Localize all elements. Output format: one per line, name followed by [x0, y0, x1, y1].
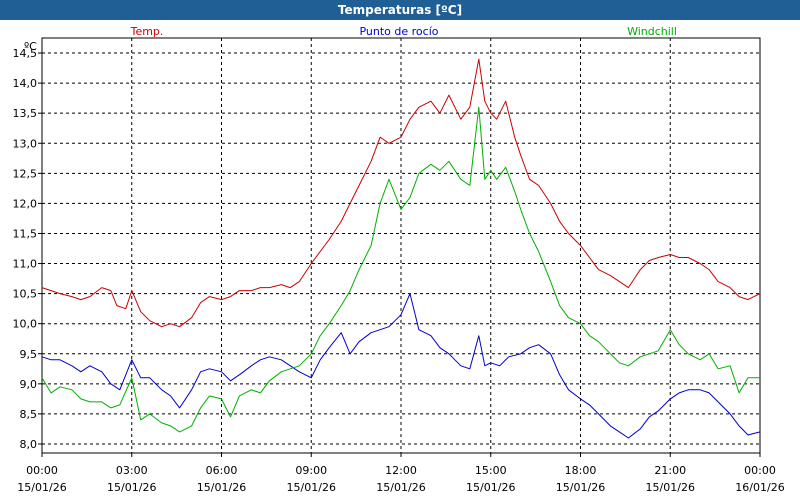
x-tick-time: 09:00 — [295, 464, 327, 477]
x-tick-date: 15/01/26 — [466, 481, 515, 494]
x-tick-date: 15/01/26 — [646, 481, 695, 494]
x-tick-date: 15/01/26 — [376, 481, 425, 494]
y-tick-label: 13,5 — [13, 107, 38, 120]
y-tick-label: 14,5 — [13, 47, 38, 60]
x-tick-date: 15/01/26 — [287, 481, 336, 494]
y-tick-label: 9,5 — [20, 348, 38, 361]
y-tick-label: 8,0 — [20, 438, 38, 451]
y-tick-label: 9,0 — [20, 378, 38, 391]
x-tick-time: 00:00 — [744, 464, 776, 477]
series-line — [41, 293, 761, 439]
series-line — [41, 58, 761, 328]
temperature-chart: 8,0 8,5 9,0 9,5 10,0 10,5 11,0 11,5 12,0 12,5 13,0… — [13, 25, 785, 494]
y-axis: 8,0 8,5 9,0 9,5 10,0 10,5 11,0 11,5 12,0 12,5 13,0… — [13, 47, 42, 451]
x-tick-time: 12:00 — [385, 464, 417, 477]
y-tick-label: 13,0 — [13, 137, 38, 150]
x-axis: 00:00 15/01/26 03:00 15/01/26 06:00 15/01/26 0… — [17, 453, 785, 494]
y-tick-label: 11,5 — [13, 227, 38, 240]
x-tick-date: 16/01/26 — [735, 481, 784, 494]
y-tick-label: 10,5 — [13, 288, 38, 301]
series-line — [41, 106, 760, 433]
x-tick-date: 15/01/26 — [107, 481, 156, 494]
x-tick-time: 21:00 — [654, 464, 686, 477]
y-tick-label: 14,0 — [13, 77, 38, 90]
legend-entry: Windchill — [627, 25, 677, 38]
series-group — [41, 58, 761, 439]
legend-entry: Punto de rocío — [359, 25, 438, 38]
x-tick-time: 18:00 — [565, 464, 597, 477]
x-tick-date: 15/01/26 — [197, 481, 246, 494]
y-axis-label: ºC — [24, 40, 37, 53]
x-tick-time: 06:00 — [206, 464, 238, 477]
x-tick-date: 15/01/26 — [17, 481, 66, 494]
legend-entry: Temp. — [130, 25, 164, 38]
y-tick-label: 10,0 — [13, 318, 38, 331]
grid-lines — [42, 38, 760, 453]
legend: Temp. Punto de rocío Windchill — [130, 25, 677, 38]
x-tick-time: 00:00 — [26, 464, 58, 477]
x-tick-time: 03:00 — [116, 464, 148, 477]
chart-title-bar: Temperaturas [ºC] — [0, 0, 800, 20]
y-tick-label: 11,0 — [13, 258, 38, 271]
y-tick-label: 8,5 — [20, 408, 38, 421]
chart-title: Temperaturas [ºC] — [337, 3, 463, 17]
y-tick-label: 12,5 — [13, 167, 38, 180]
y-tick-label: 12,0 — [13, 197, 38, 210]
x-tick-time: 15:00 — [475, 464, 507, 477]
x-tick-date: 15/01/26 — [556, 481, 605, 494]
